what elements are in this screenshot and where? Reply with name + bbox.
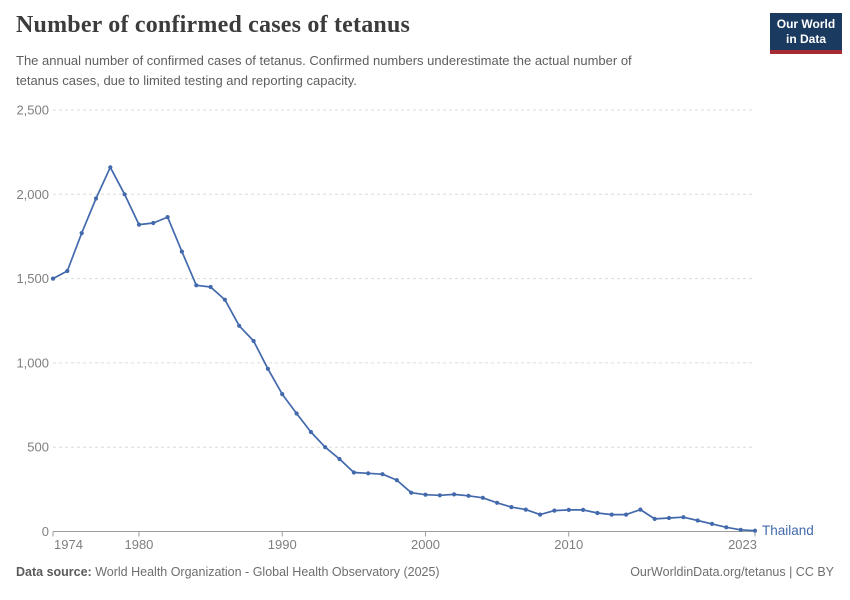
data-point — [409, 490, 414, 495]
data-point — [380, 472, 385, 477]
data-point — [452, 492, 457, 497]
x-axis-label: 1974 — [54, 537, 83, 552]
data-point — [237, 323, 242, 328]
data-point — [595, 510, 600, 516]
data-point — [638, 507, 643, 512]
data-point — [65, 268, 70, 274]
entity-label[interactable]: Thailand — [762, 523, 814, 538]
owid-logo-line2: in Data — [785, 32, 826, 46]
data-point — [93, 196, 99, 201]
owid-logo[interactable]: Our World in Data — [770, 13, 842, 54]
data-point — [194, 283, 199, 288]
y-axis-label: 2,500 — [16, 103, 49, 118]
y-axis-label: 0 — [42, 524, 49, 539]
series-line — [52, 166, 756, 532]
credit-link[interactable]: OurWorldinData.org/tetanus | CC BY — [630, 565, 834, 579]
data-point — [666, 515, 672, 521]
data-point — [108, 165, 113, 170]
data-point — [581, 507, 586, 512]
data-point — [136, 222, 142, 227]
data-point — [208, 284, 213, 290]
data-point — [495, 500, 500, 505]
data-point — [122, 192, 127, 197]
data-point — [480, 495, 485, 500]
data-point — [165, 215, 170, 220]
data-point — [337, 456, 342, 462]
data-source-label: Data source: — [16, 565, 92, 579]
data-point — [323, 445, 328, 450]
data-source-line[interactable]: Data source: World Health Organization -… — [16, 565, 440, 579]
data-point — [294, 411, 299, 416]
data-point — [308, 429, 313, 435]
data-point — [538, 512, 543, 517]
data-point — [566, 507, 571, 512]
data-point — [351, 470, 356, 475]
data-point — [437, 493, 442, 498]
data-point — [265, 366, 270, 371]
x-axis-label: 2023 — [728, 537, 757, 552]
data-point — [50, 276, 56, 281]
data-point — [79, 231, 84, 236]
data-point — [394, 478, 399, 483]
y-axis-label: 1,500 — [16, 271, 49, 286]
x-axis-label: 2010 — [554, 537, 583, 552]
data-point — [709, 521, 715, 527]
data-point — [423, 492, 428, 497]
x-axis-label: 1980 — [124, 537, 153, 552]
y-axis-label: 1,000 — [16, 355, 49, 370]
y-axis-label: 500 — [27, 440, 49, 455]
data-point — [552, 508, 557, 513]
x-axis-label: 1990 — [268, 537, 297, 552]
data-point — [695, 518, 700, 523]
data-point — [609, 512, 614, 517]
data-point — [738, 527, 743, 532]
data-point — [752, 528, 758, 533]
page-title: Number of confirmed cases of tetanus — [16, 12, 411, 38]
owid-logo-line1: Our World — [776, 17, 836, 31]
chart-subtitle: The annual number of confirmed cases of … — [16, 53, 632, 88]
data-point — [681, 515, 686, 520]
x-axis-label: 2000 — [411, 537, 440, 552]
y-axis-label: 2,000 — [16, 187, 49, 202]
data-point — [280, 392, 285, 397]
data-point — [466, 493, 471, 498]
data-point — [509, 505, 514, 510]
data-point — [251, 338, 256, 344]
data-point — [151, 220, 156, 226]
data-point — [652, 516, 657, 522]
data-point — [222, 297, 227, 302]
data-point — [624, 512, 629, 517]
data-source-text: World Health Organization - Global Healt… — [95, 565, 440, 579]
data-point — [523, 507, 528, 512]
data-point — [179, 249, 184, 254]
data-point — [724, 525, 729, 530]
chart-footer: Data source: World Health Organization -… — [0, 565, 850, 579]
data-point — [366, 471, 371, 476]
